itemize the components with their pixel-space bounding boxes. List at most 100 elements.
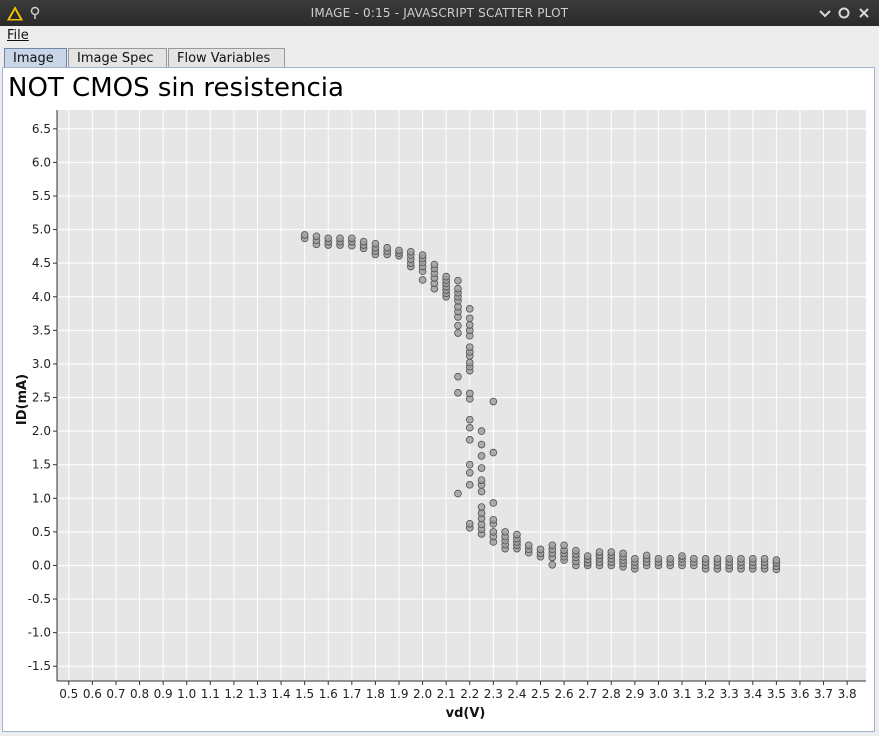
data-point[interactable] (431, 261, 438, 268)
data-point[interactable] (372, 240, 379, 247)
y-tick-label: 4.0 (32, 290, 51, 304)
data-point[interactable] (490, 398, 497, 405)
data-point[interactable] (490, 500, 497, 507)
data-point[interactable] (466, 436, 473, 443)
x-tick-label: 0.6 (83, 687, 102, 701)
data-point[interactable] (466, 481, 473, 488)
x-tick-label: 3.0 (649, 687, 668, 701)
data-point[interactable] (466, 305, 473, 312)
y-tick-label: -0.5 (28, 592, 51, 606)
data-point[interactable] (702, 555, 709, 562)
x-tick-label: 3.7 (814, 687, 833, 701)
y-tick-label: 2.0 (32, 424, 51, 438)
data-point[interactable] (761, 555, 768, 562)
data-point[interactable] (478, 428, 485, 435)
data-point[interactable] (584, 553, 591, 560)
data-point[interactable] (478, 453, 485, 460)
data-point[interactable] (525, 542, 532, 549)
data-point[interactable] (455, 277, 462, 284)
data-point[interactable] (396, 247, 403, 254)
data-point[interactable] (478, 477, 485, 484)
x-tick-label: 1.4 (272, 687, 291, 701)
data-point[interactable] (749, 555, 756, 562)
data-point[interactable] (773, 557, 780, 564)
x-tick-label: 1.7 (342, 687, 361, 701)
x-tick-label: 0.7 (106, 687, 125, 701)
data-point[interactable] (478, 504, 485, 511)
y-tick-label: 6.0 (32, 155, 51, 169)
data-point[interactable] (667, 555, 674, 562)
data-point[interactable] (679, 553, 686, 560)
data-point[interactable] (549, 561, 556, 568)
data-point[interactable] (478, 488, 485, 495)
data-point[interactable] (490, 516, 497, 523)
x-tick-label: 1.8 (366, 687, 385, 701)
data-point[interactable] (466, 424, 473, 431)
x-axis-label: vd(V) (446, 706, 486, 721)
y-tick-label: 6.5 (32, 122, 51, 136)
data-point[interactable] (466, 322, 473, 329)
data-point[interactable] (443, 273, 450, 280)
data-point[interactable] (596, 549, 603, 556)
data-point[interactable] (502, 528, 509, 535)
x-tick-label: 2.9 (625, 687, 644, 701)
data-point[interactable] (620, 550, 627, 557)
data-point[interactable] (608, 549, 615, 556)
y-tick-label: -1.5 (28, 659, 51, 673)
data-point[interactable] (360, 238, 367, 245)
data-point[interactable] (643, 552, 650, 559)
x-tick-label: 1.9 (389, 687, 408, 701)
x-tick-label: 3.1 (672, 687, 691, 701)
y-tick-label: 2.5 (32, 391, 51, 405)
data-point[interactable] (549, 542, 556, 549)
data-point[interactable] (631, 555, 638, 562)
data-point[interactable] (514, 531, 521, 538)
data-point[interactable] (490, 528, 497, 535)
data-point[interactable] (466, 461, 473, 468)
data-point[interactable] (690, 555, 697, 562)
y-tick-label: 5.5 (32, 189, 51, 203)
data-point[interactable] (466, 359, 473, 366)
data-point[interactable] (466, 390, 473, 397)
y-tick-label: 1.5 (32, 458, 51, 472)
data-point[interactable] (455, 330, 462, 337)
data-point[interactable] (301, 232, 308, 239)
y-tick-label: 0.5 (32, 525, 51, 539)
y-axis-label: ID(mA) (15, 374, 30, 425)
y-tick-label: 3.0 (32, 357, 51, 371)
data-point[interactable] (655, 555, 662, 562)
data-point[interactable] (455, 285, 462, 292)
data-point[interactable] (419, 252, 426, 259)
x-tick-label: 2.5 (531, 687, 550, 701)
data-point[interactable] (490, 449, 497, 456)
data-point[interactable] (572, 547, 579, 554)
data-point[interactable] (714, 555, 721, 562)
y-tick-label: 5.0 (32, 223, 51, 237)
data-point[interactable] (466, 469, 473, 476)
data-point[interactable] (407, 248, 414, 255)
data-point[interactable] (466, 520, 473, 527)
data-point[interactable] (455, 490, 462, 497)
data-point[interactable] (325, 235, 332, 242)
data-point[interactable] (384, 244, 391, 251)
x-tick-label: 1.1 (201, 687, 220, 701)
data-point[interactable] (466, 315, 473, 322)
data-point[interactable] (738, 555, 745, 562)
data-point[interactable] (455, 322, 462, 329)
x-tick-label: 3.8 (838, 687, 857, 701)
data-point[interactable] (466, 344, 473, 351)
data-point[interactable] (726, 555, 733, 562)
data-point[interactable] (478, 441, 485, 448)
data-point[interactable] (455, 389, 462, 396)
data-point[interactable] (455, 373, 462, 380)
data-point[interactable] (337, 235, 344, 242)
data-point[interactable] (478, 465, 485, 472)
data-point[interactable] (561, 542, 568, 549)
data-point[interactable] (313, 233, 320, 240)
data-point[interactable] (537, 546, 544, 553)
data-point[interactable] (419, 277, 426, 284)
data-point[interactable] (348, 235, 355, 242)
x-tick-label: 0.9 (154, 687, 173, 701)
data-point[interactable] (466, 416, 473, 423)
